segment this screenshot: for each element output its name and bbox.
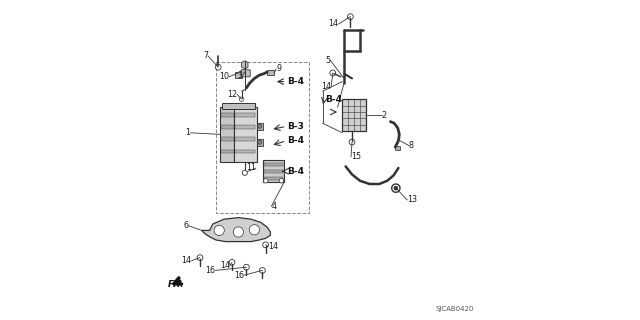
Bar (216, 62, 309, 213)
Text: 10: 10 (219, 72, 229, 81)
Circle shape (214, 225, 225, 236)
Text: 8: 8 (409, 141, 414, 150)
Text: 5: 5 (325, 56, 330, 65)
Text: 11: 11 (246, 164, 256, 172)
Bar (236, 72, 243, 78)
Text: 1: 1 (186, 128, 191, 137)
Bar (221, 103, 255, 109)
Circle shape (258, 140, 262, 144)
Text: B-4: B-4 (287, 77, 305, 86)
Bar (264, 170, 283, 173)
Bar (221, 149, 234, 153)
Text: B-4: B-4 (287, 136, 305, 145)
Circle shape (330, 70, 336, 76)
Bar (221, 125, 234, 129)
Bar (220, 107, 234, 162)
Bar (221, 113, 234, 117)
Text: 14: 14 (268, 242, 278, 251)
Text: 15: 15 (351, 152, 361, 161)
Text: 7: 7 (203, 52, 208, 60)
Bar (235, 149, 255, 153)
Text: 4: 4 (271, 202, 276, 211)
Bar (235, 113, 255, 117)
Bar (394, 146, 401, 150)
Text: 6: 6 (183, 221, 188, 230)
Text: SJCAB0420: SJCAB0420 (435, 306, 474, 312)
Circle shape (263, 242, 269, 248)
Text: 16: 16 (234, 271, 244, 280)
Bar (235, 125, 255, 129)
Circle shape (258, 124, 262, 128)
Text: 2: 2 (381, 111, 387, 120)
Bar (235, 137, 255, 141)
Text: 14: 14 (181, 256, 191, 265)
Circle shape (243, 170, 248, 175)
Text: 14: 14 (328, 20, 339, 28)
Bar (268, 70, 275, 75)
FancyBboxPatch shape (241, 70, 250, 77)
Circle shape (392, 184, 400, 192)
Circle shape (249, 225, 260, 235)
Text: 9: 9 (276, 64, 282, 73)
Circle shape (348, 14, 353, 20)
Text: 12: 12 (227, 90, 237, 99)
Text: 14: 14 (220, 261, 230, 270)
Text: 14: 14 (321, 82, 332, 91)
Bar (257, 123, 262, 130)
Circle shape (394, 186, 398, 190)
Circle shape (264, 179, 268, 183)
Text: B-4: B-4 (325, 95, 342, 104)
Circle shape (215, 64, 221, 70)
Circle shape (349, 139, 355, 145)
Bar (263, 160, 284, 182)
Polygon shape (202, 218, 270, 242)
Polygon shape (242, 61, 248, 69)
Bar (342, 99, 365, 131)
Bar (221, 137, 234, 141)
Text: FR.: FR. (168, 280, 184, 289)
Circle shape (243, 264, 250, 270)
Bar (264, 177, 283, 180)
Circle shape (260, 268, 265, 273)
Circle shape (197, 255, 203, 260)
Circle shape (229, 260, 235, 265)
Circle shape (239, 97, 244, 101)
Text: B-3: B-3 (287, 122, 304, 131)
Bar (234, 107, 257, 162)
Circle shape (279, 179, 284, 183)
Text: 13: 13 (408, 196, 417, 204)
Bar (264, 163, 283, 166)
Text: 3: 3 (237, 71, 243, 80)
Text: 16: 16 (205, 266, 215, 275)
Circle shape (234, 227, 244, 237)
Bar (257, 139, 262, 146)
Text: B-4: B-4 (287, 167, 305, 176)
